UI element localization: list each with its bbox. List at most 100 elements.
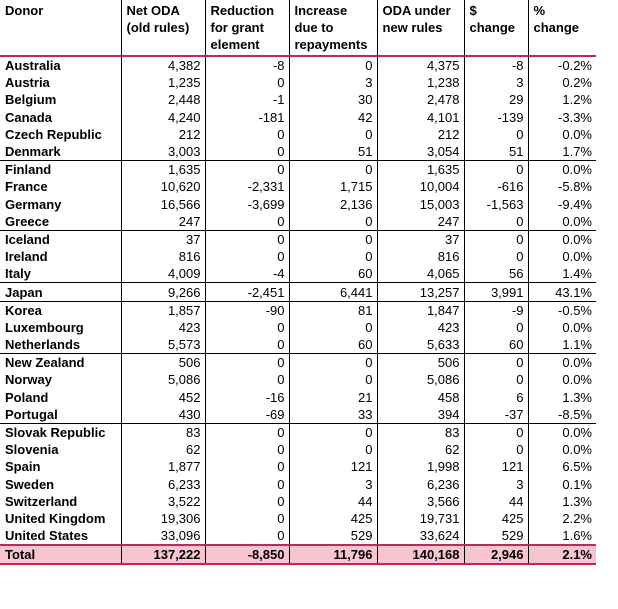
percent-change-cell: -9.4% — [527, 195, 596, 213]
percent-change-cell: -8.5% — [527, 405, 596, 424]
table-row: Japan 9,266 -2,451 6,441 13,257 3,991 43.1% — [0, 282, 596, 302]
reduction-cell: 0 — [204, 142, 289, 161]
percent-change-cell: 1.1% — [527, 336, 596, 354]
reduction-cell: 0 — [204, 353, 289, 372]
reduction-cell: 0 — [204, 458, 289, 476]
oda-new-cell: 506 — [376, 353, 464, 372]
percent-change-cell: 0.2% — [527, 74, 596, 92]
oda-new-cell: 4,065 — [376, 265, 464, 283]
net-oda-old-cell: 37 — [120, 229, 205, 249]
reduction-cell: -2,451 — [204, 282, 289, 302]
increase-cell: 60 — [288, 265, 377, 283]
net-oda-old-cell: 5,086 — [120, 371, 205, 389]
increase-cell: 0 — [288, 422, 377, 442]
donor-cell: Belgium — [5, 92, 57, 108]
table-row: Norway 5,086 0 0 5,086 0 0.0% — [0, 371, 596, 389]
dollar-change-cell: 0 — [463, 229, 528, 249]
percent-change-cell: -5.8% — [527, 178, 596, 196]
table-row: Germany 16,566 -3,699 2,136 15,003 -1,563 -9.4… — [0, 195, 596, 213]
table-row: Sweden 6,233 0 3 6,236 3 0.1% — [0, 475, 596, 493]
table-row: Iceland 37 0 0 37 0 0.0% — [0, 229, 596, 249]
dollar-change-cell: 121 — [463, 458, 528, 476]
donor-cell: Norway — [5, 372, 52, 388]
dollar-change-cell: 6 — [463, 388, 528, 406]
table-row: New Zealand 506 0 0 506 0 0.0% — [0, 353, 596, 372]
increase-cell: 425 — [288, 509, 377, 528]
net-oda-old-cell: 1,857 — [120, 300, 205, 319]
net-oda-old-cell: 1,635 — [120, 160, 205, 179]
net-oda-old-cell: 212 — [120, 125, 205, 143]
donor-cell: Poland — [5, 389, 49, 405]
increase-cell: 81 — [288, 300, 377, 319]
donor-cell: United Kingdom — [5, 510, 106, 526]
oda-new-cell: 83 — [376, 422, 464, 442]
increase-cell: 30 — [288, 91, 377, 109]
donor-cell: United States — [5, 528, 89, 544]
table-row: Portugal 430 -69 33 394 -37 -8.5% — [0, 405, 596, 424]
dollar-change-cell: 425 — [463, 509, 528, 528]
percent-change-cell: -3.3% — [527, 108, 596, 126]
percent-change-cell: 6.5% — [527, 458, 596, 476]
reduction-cell: -4 — [204, 265, 289, 283]
dollar-change-cell: -616 — [463, 178, 528, 196]
table-row: Greece 247 0 0 247 0 0.0% — [0, 212, 596, 231]
percent-change-cell: 0.0% — [527, 353, 596, 372]
reduction-cell: 0 — [204, 441, 289, 459]
reduction-cell: 0 — [204, 248, 289, 266]
dollar-change-cell: 0 — [463, 160, 528, 179]
net-oda-old-cell: 4,382 — [120, 56, 205, 75]
net-oda-old-cell: 423 — [120, 318, 205, 336]
percent-change-cell: 0.0% — [527, 318, 596, 336]
donor-cell: Czech Republic — [5, 126, 102, 142]
oda-new-cell: 4,101 — [376, 108, 464, 126]
net-oda-old-cell: 2,448 — [120, 91, 205, 109]
oda-new-cell: 1,238 — [376, 74, 464, 92]
header-reduction-grant-element: Reduction for grant element — [204, 0, 289, 57]
percent-change-cell: 1.3% — [527, 388, 596, 406]
table-row: Austria 1,235 0 3 1,238 3 0.2% — [0, 74, 596, 92]
reduction-cell: -69 — [204, 405, 289, 424]
net-oda-old-cell: 19,306 — [120, 509, 205, 528]
increase-cell: 21 — [288, 388, 377, 406]
table-row: Italy 4,009 -4 60 4,065 56 1.4% — [0, 265, 596, 283]
oda-new-cell: 3,566 — [376, 492, 464, 510]
dollar-change-cell: 0 — [463, 371, 528, 389]
table-row: Switzerland 3,522 0 44 3,566 44 1.3% — [0, 492, 596, 510]
oda-new-cell: 2,478 — [376, 91, 464, 109]
header-donor: Donor — [0, 0, 121, 57]
table-row: Finland 1,635 0 0 1,635 0 0.0% — [0, 160, 596, 179]
increase-cell: 0 — [288, 318, 377, 336]
table-row: Korea 1,857 -90 81 1,847 -9 -0.5% — [0, 300, 596, 319]
increase-cell: 2,136 — [288, 195, 377, 213]
increase-cell: 3 — [288, 475, 377, 493]
net-oda-old-cell: 3,522 — [120, 492, 205, 510]
dollar-change-cell: 0 — [463, 353, 528, 372]
table-row: Spain 1,877 0 121 1,998 121 6.5% — [0, 458, 596, 476]
donor-cell: Netherlands — [5, 337, 81, 353]
donor-cell: Spain — [5, 459, 41, 475]
header-oda-new-rules: ODA under new rules — [376, 0, 464, 57]
table-row: Poland 452 -16 21 458 6 1.3% — [0, 388, 596, 406]
donor-cell: Canada — [5, 109, 52, 125]
reduction-cell: -16 — [204, 388, 289, 406]
oda-new-cell: 423 — [376, 318, 464, 336]
increase-cell: 33 — [288, 405, 377, 424]
oda-new-cell: 5,086 — [376, 371, 464, 389]
percent-change-cell: 0.0% — [527, 125, 596, 143]
oda-new-cell: 6,236 — [376, 475, 464, 493]
oda-table-container: Donor Net ODA (old rules) Reduction for … — [0, 0, 596, 566]
dollar-change-cell: 529 — [463, 527, 528, 546]
reduction-cell: 0 — [204, 125, 289, 143]
oda-new-cell: 247 — [376, 212, 464, 231]
donor-cell: Australia — [5, 58, 61, 74]
dollar-change-cell: 60 — [463, 336, 528, 354]
reduction-cell: -2,331 — [204, 178, 289, 196]
oda-new-cell: 37 — [376, 229, 464, 249]
donor-cell: Austria — [5, 75, 50, 91]
dollar-change-cell: 51 — [463, 142, 528, 161]
oda-new-cell: 394 — [376, 405, 464, 424]
percent-change-cell: -0.2% — [527, 56, 596, 75]
increase-cell: 529 — [288, 527, 377, 546]
oda-new-cell: 33,624 — [376, 527, 464, 546]
donor-cell: Finland — [0, 160, 121, 179]
